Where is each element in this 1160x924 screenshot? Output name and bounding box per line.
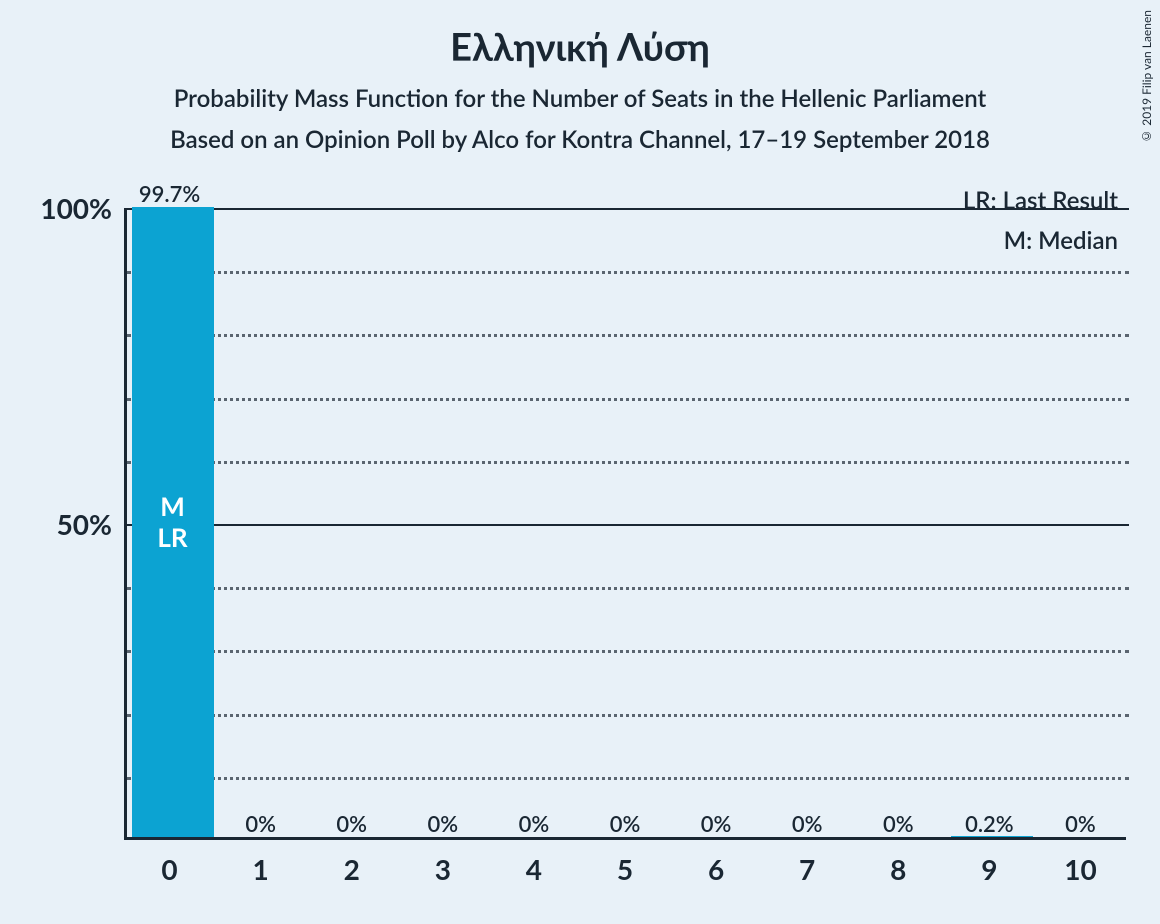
bar-value-label: 0% — [245, 810, 276, 837]
bar-value-label: 0.2% — [965, 810, 1014, 837]
x-axis-label: 10 — [1064, 852, 1096, 886]
legend-last-result: LR: Last Result — [963, 186, 1118, 215]
x-axis-label: 2 — [344, 852, 360, 886]
y-axis-label: 50% — [57, 507, 112, 541]
copyright-text: © 2019 Filip van Laenen — [1139, 10, 1154, 144]
x-axis-label: 6 — [708, 852, 724, 886]
bar: M LR — [132, 207, 214, 837]
grid-minor — [127, 461, 1129, 464]
chart-title: Ελληνική Λύση — [0, 0, 1160, 70]
grid-minor — [127, 334, 1129, 337]
bar-value-label: 0% — [792, 810, 823, 837]
x-axis-label: 3 — [435, 852, 451, 886]
grid-minor — [127, 587, 1129, 590]
plot-area: M LR — [124, 208, 1126, 840]
grid-minor — [127, 271, 1129, 274]
grid-minor — [127, 777, 1129, 780]
bar-value-label: 99.7% — [139, 180, 200, 207]
legend-median: M: Median — [1004, 226, 1118, 255]
x-axis-label: 8 — [890, 852, 906, 886]
x-axis-label: 4 — [526, 852, 542, 886]
bar-value-label: 0% — [701, 810, 732, 837]
chart-container: Ελληνική Λύση Probability Mass Function … — [0, 0, 1160, 924]
bar-value-label: 0% — [519, 810, 550, 837]
bar-value-label: 0% — [883, 810, 914, 837]
x-axis-label: 5 — [617, 852, 633, 886]
bar-value-label: 0% — [610, 810, 641, 837]
x-axis-label: 9 — [981, 852, 997, 886]
grid-minor — [127, 398, 1129, 401]
grid-minor — [127, 650, 1129, 653]
chart-plot: M LR LR: Last Result M: Median 50%100%09… — [124, 208, 1126, 840]
chart-subtitle-2: Based on an Opinion Poll by Alco for Kon… — [0, 125, 1160, 154]
bar-value-label: 0% — [1065, 810, 1096, 837]
bar-value-label: 0% — [428, 810, 459, 837]
grid-major — [127, 524, 1129, 526]
bar-marker-label: M LR — [132, 491, 214, 553]
chart-subtitle-1: Probability Mass Function for the Number… — [0, 84, 1160, 113]
y-axis-label: 100% — [40, 191, 112, 225]
bar-value-label: 0% — [336, 810, 367, 837]
x-axis-label: 0 — [161, 852, 177, 886]
grid-minor — [127, 714, 1129, 717]
x-axis-label: 1 — [253, 852, 269, 886]
x-axis-label: 7 — [799, 852, 815, 886]
